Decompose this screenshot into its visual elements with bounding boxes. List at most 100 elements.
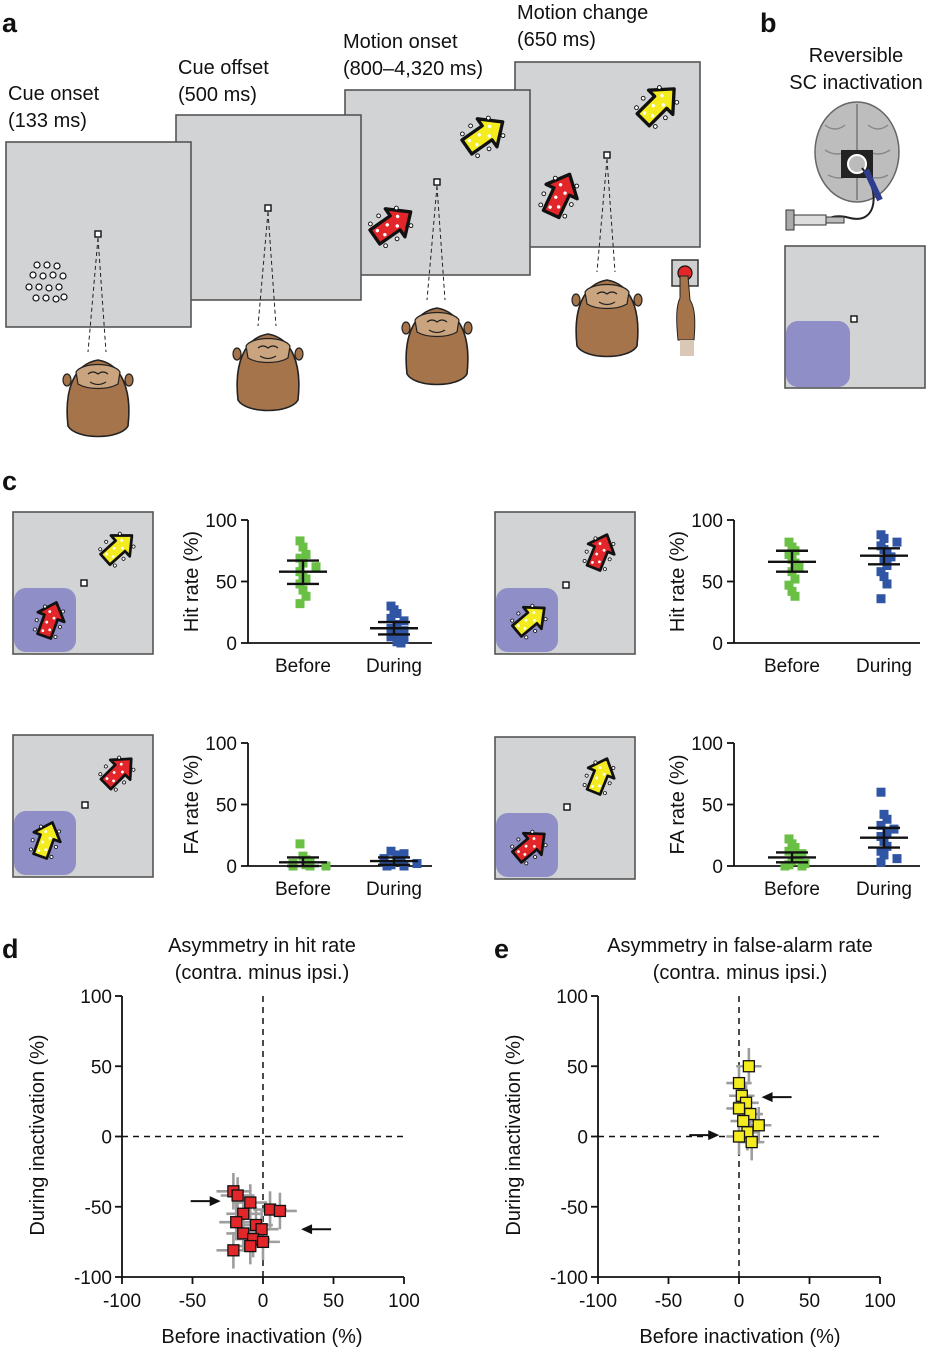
data-point-before [298, 585, 308, 595]
x-tick-label: 50 [323, 1291, 344, 1312]
data-point-during [876, 820, 886, 830]
category-label-during: During [856, 656, 912, 677]
data-point-before [784, 537, 794, 547]
data-point-during [879, 533, 889, 543]
y-axis-label: FA rate (%) [181, 754, 203, 854]
y-tick-label: 100 [205, 511, 237, 532]
x-tick-label: -50 [655, 1291, 682, 1312]
data-point-before [797, 849, 807, 859]
data-point [230, 1216, 243, 1229]
data-point-before [295, 553, 305, 563]
x-tick-label: 0 [258, 1291, 269, 1312]
x-tick-label: 0 [734, 1291, 745, 1312]
data-point-before [295, 599, 305, 609]
data-point-during [876, 594, 886, 604]
data-point-before [797, 861, 807, 871]
y-tick-label: 50 [91, 1057, 112, 1078]
x-tick-label: 100 [864, 1291, 896, 1312]
data-point-during [886, 552, 896, 562]
data-point-during [892, 537, 902, 547]
x-tick-label: -100 [103, 1291, 141, 1312]
syringe-icon [785, 167, 883, 231]
y-tick-label: -50 [85, 1198, 112, 1219]
data-point-before [295, 839, 305, 849]
d-title-line1: Asymmetry in hit rate [168, 935, 356, 957]
data-point [732, 1130, 746, 1143]
y-axis-label: Hit rate (%) [667, 531, 689, 632]
data-point-during [392, 620, 402, 630]
panel-a: a Cue onset (133 ms) Cue offset (500 ms)… [2, 2, 701, 438]
stage-2-label-line1: Cue offset [178, 57, 269, 79]
monkey-head-icon [571, 279, 643, 358]
data-point-during [386, 632, 396, 642]
c-screen-hit-right [494, 511, 636, 655]
fixation-point-3 [433, 178, 441, 186]
panel-e: e Asymmetry in false-alarm rate (contra.… [494, 934, 896, 1348]
data-point-during [882, 561, 892, 571]
d-ylabel: During inactivation (%) [27, 1034, 49, 1235]
data-point-during [392, 628, 402, 638]
data-point-during [879, 809, 889, 819]
data-point-before [301, 574, 311, 584]
y-tick-label: 50 [216, 796, 237, 817]
panel-e-label: e [494, 934, 509, 964]
data-point [244, 1196, 257, 1209]
cue-dots [25, 261, 68, 303]
button-press-hand-icon [671, 259, 699, 356]
y-tick-label: 0 [101, 1128, 112, 1149]
data-point-before [784, 549, 794, 559]
category-label-during: During [366, 656, 422, 677]
stage-3-label-line1: Motion onset [343, 31, 458, 53]
data-point [737, 1114, 750, 1128]
data-point-during [882, 841, 892, 851]
category-label-before: Before [275, 879, 331, 900]
x-tick-label: -50 [179, 1291, 206, 1312]
x-tick-label: 50 [799, 1291, 820, 1312]
d-xlabel: Before inactivation (%) [161, 1326, 362, 1348]
data-point [227, 1244, 240, 1257]
c-screen-fa-right [494, 736, 636, 880]
gaze-lines-3 [426, 185, 446, 301]
data-point [744, 1107, 757, 1121]
data-point-before [311, 562, 321, 572]
data-point-during [879, 850, 889, 860]
data-point-during [892, 854, 902, 864]
data-point-during [876, 831, 886, 841]
stage-4-label-line1: Motion change [517, 2, 648, 24]
data-point-during [392, 608, 402, 618]
data-point-during [889, 824, 899, 834]
panel-b-label: b [760, 8, 777, 38]
arrow-head [761, 1092, 773, 1103]
e-xlabel: Before inactivation (%) [639, 1326, 840, 1348]
y-tick-label: 0 [712, 634, 723, 655]
gaze-lines-1 [87, 237, 107, 353]
data-point-before [780, 861, 790, 871]
data-point [273, 1204, 287, 1218]
y-tick-label: 50 [702, 796, 723, 817]
stage-1-label-line2: (133 ms) [8, 110, 87, 132]
panel-d-label: d [2, 934, 19, 964]
hit-asymmetry-scatter: -100 -50 0 50 100 -100 -50 0 50 100 [74, 987, 420, 1312]
gaze-lines-4 [596, 158, 616, 273]
stage-4-label-line2: (650 ms) [517, 29, 596, 51]
x-tick-label: -100 [579, 1291, 617, 1312]
stage-2-label-line2: (500 ms) [178, 84, 257, 106]
data-point-before [790, 574, 800, 584]
monkey-head-icon [62, 359, 134, 438]
brain-icon [814, 101, 900, 203]
data-point-before [790, 843, 800, 853]
data-point-before [298, 542, 308, 552]
data-point-before [787, 586, 797, 596]
data-point-before [784, 834, 794, 844]
y-axis-label: FA rate (%) [667, 754, 689, 854]
data-point-before [321, 861, 331, 871]
data-point-during [399, 626, 409, 636]
arrow-head [301, 1224, 313, 1235]
data-point-before [794, 854, 804, 864]
data-point [732, 1102, 746, 1115]
data-point [745, 1135, 758, 1149]
data-point-during [882, 828, 892, 838]
data-point-during [396, 638, 406, 648]
y-tick-label: -50 [561, 1198, 588, 1219]
y-axis-label: Hit rate (%) [181, 531, 203, 632]
